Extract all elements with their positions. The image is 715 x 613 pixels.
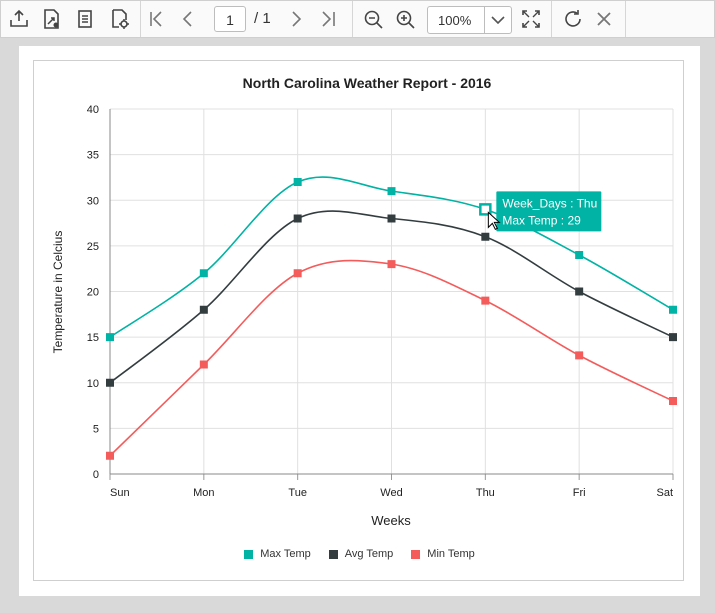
refresh-icon[interactable] xyxy=(559,5,587,33)
data-point[interactable] xyxy=(481,296,490,305)
y-tick-label: 35 xyxy=(87,150,99,162)
data-point[interactable] xyxy=(106,333,114,342)
data-point-highlighted[interactable] xyxy=(479,203,492,216)
report-viewer-toolbar: 1 / 1 100% xyxy=(0,0,715,38)
prev-page-icon[interactable] xyxy=(174,5,202,33)
chart-legend: Max Temp Avg Temp Min Temp xyxy=(19,548,700,562)
data-point[interactable] xyxy=(106,378,114,387)
document-icon[interactable] xyxy=(71,5,99,33)
data-point[interactable] xyxy=(387,187,396,196)
legend-swatch xyxy=(411,549,421,559)
tooltip-line-1: Week_Days : Thu xyxy=(502,196,597,210)
y-tick-label: 15 xyxy=(87,332,99,344)
settings-doc-icon[interactable] xyxy=(105,5,133,33)
y-tick-label: 30 xyxy=(87,195,99,207)
legend-item[interactable]: Avg Temp xyxy=(328,548,394,560)
data-point[interactable] xyxy=(669,333,677,342)
page-total-label: / 1 xyxy=(254,10,271,27)
chevron-down-icon xyxy=(491,16,505,25)
data-point[interactable] xyxy=(199,360,208,369)
data-point[interactable] xyxy=(387,214,396,223)
chart-title: North Carolina Weather Report - 2016 xyxy=(243,75,492,91)
mouse-cursor-icon xyxy=(487,211,501,231)
data-point[interactable] xyxy=(293,269,302,278)
x-tick-label: Mon xyxy=(193,487,214,499)
chart-frame xyxy=(33,60,684,581)
x-tick-label: Wed xyxy=(380,487,402,499)
zoom-value: 100% xyxy=(438,13,472,28)
x-tick-label: Sat xyxy=(656,487,673,499)
data-point[interactable] xyxy=(199,269,208,278)
zoom-out-icon[interactable] xyxy=(359,5,387,33)
y-tick-label: 0 xyxy=(93,469,99,481)
data-point[interactable] xyxy=(669,397,677,405)
x-tick-label: Fri xyxy=(573,487,586,499)
data-point[interactable] xyxy=(106,451,114,460)
y-axis-title: Temperature in Celcius xyxy=(51,231,65,354)
legend-label: Avg Temp xyxy=(344,548,394,560)
data-point[interactable] xyxy=(387,260,396,269)
zoom-in-icon[interactable] xyxy=(391,5,419,33)
x-tick-label: Tue xyxy=(288,487,307,499)
y-tick-label: 40 xyxy=(87,104,99,116)
report-page: North Carolina Weather Report - 2016 Tem… xyxy=(19,46,700,596)
data-point[interactable] xyxy=(575,251,584,259)
x-tick-label: Sun xyxy=(110,487,130,499)
data-point[interactable] xyxy=(293,178,302,186)
print-setup-icon[interactable] xyxy=(37,5,65,33)
legend-swatch xyxy=(244,549,254,559)
chart-tooltip: Week_Days : Thu Max Temp : 29 xyxy=(487,191,602,232)
legend-item[interactable]: Min Temp xyxy=(411,548,475,560)
y-tick-label: 25 xyxy=(87,241,99,253)
data-point[interactable] xyxy=(575,287,584,296)
y-tick-label: 5 xyxy=(93,423,99,435)
fit-page-icon[interactable] xyxy=(517,5,545,33)
last-page-icon[interactable] xyxy=(314,5,342,33)
page-number-input[interactable]: 1 xyxy=(214,6,246,32)
legend-item[interactable]: Max Temp xyxy=(244,548,311,560)
tooltip-line-2: Max Temp : 29 xyxy=(502,213,581,227)
data-point[interactable] xyxy=(575,351,584,360)
x-tick-label: Thu xyxy=(476,487,495,499)
y-tick-label: 10 xyxy=(87,378,99,390)
legend-label: Min Temp xyxy=(427,548,475,560)
zoom-dropdown[interactable]: 100% xyxy=(427,6,512,34)
legend-swatch xyxy=(328,549,338,559)
data-point[interactable] xyxy=(481,232,490,241)
legend-label: Max Temp xyxy=(260,548,311,560)
y-tick-label: 20 xyxy=(87,287,99,299)
x-axis-title: Weeks xyxy=(371,513,411,528)
close-icon[interactable] xyxy=(590,5,618,33)
next-page-icon[interactable] xyxy=(282,5,310,33)
first-page-icon[interactable] xyxy=(142,5,170,33)
chart-grid xyxy=(109,108,674,480)
export-icon[interactable] xyxy=(5,5,33,33)
data-point[interactable] xyxy=(293,214,302,223)
data-point[interactable] xyxy=(199,305,208,314)
data-point[interactable] xyxy=(669,305,677,314)
line-chart: North Carolina Weather Report - 2016 Tem… xyxy=(51,75,677,528)
